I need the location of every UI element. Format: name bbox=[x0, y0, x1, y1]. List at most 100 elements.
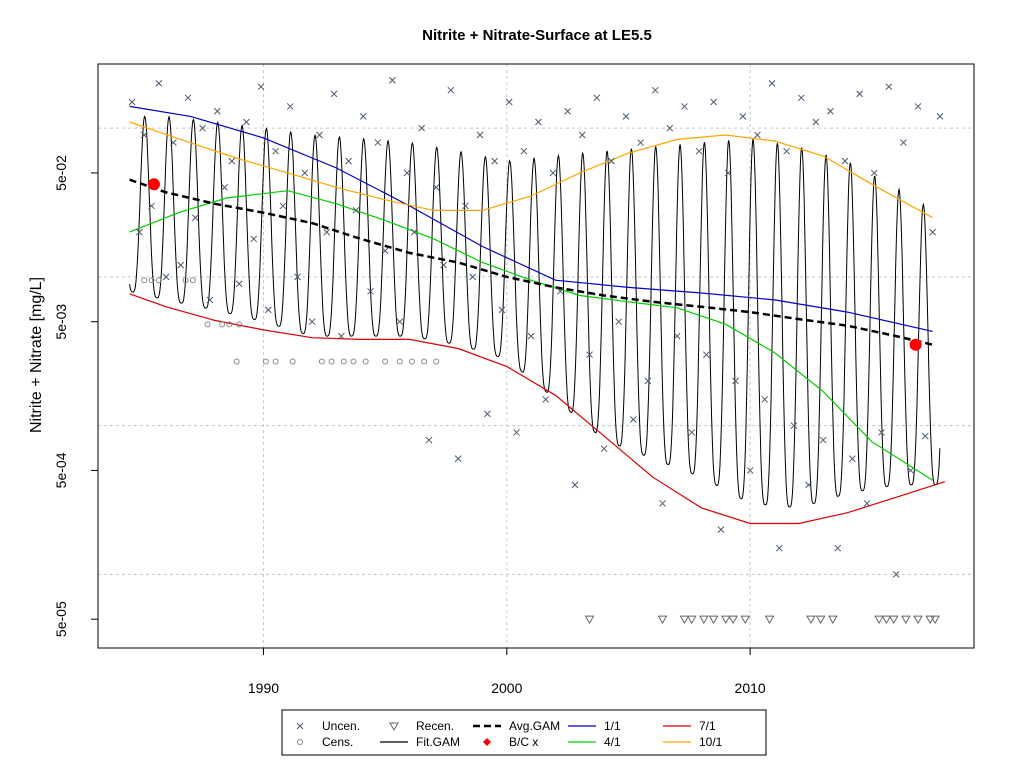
uncen-point bbox=[359, 113, 367, 120]
uncen-point bbox=[746, 467, 754, 474]
y-tick-label: 5e-04 bbox=[53, 452, 69, 488]
recen-point bbox=[901, 615, 911, 625]
uncen-point bbox=[673, 332, 681, 340]
series-layer bbox=[129, 105, 945, 525]
bc-point bbox=[909, 338, 922, 351]
uncen-point bbox=[761, 396, 769, 403]
x-tick-label: 2000 bbox=[491, 680, 522, 696]
uncen-point bbox=[301, 169, 309, 177]
uncen-point bbox=[323, 228, 331, 236]
uncen-point bbox=[352, 207, 360, 214]
cens-point bbox=[236, 321, 243, 328]
legend-label: 10/1 bbox=[699, 735, 723, 749]
uncen-point bbox=[403, 169, 411, 177]
x-tick-label: 1990 bbox=[248, 680, 279, 696]
uncen-point bbox=[469, 273, 477, 281]
series-10-1 bbox=[129, 121, 933, 219]
uncen-point bbox=[148, 202, 155, 210]
cens-point bbox=[382, 358, 389, 365]
recen-point bbox=[888, 615, 899, 625]
uncen-point bbox=[790, 422, 798, 430]
uncen-point bbox=[228, 157, 236, 165]
uncen-point bbox=[279, 202, 287, 210]
cens-point bbox=[289, 358, 296, 365]
cens-point bbox=[148, 277, 155, 284]
uncen-point bbox=[644, 377, 652, 385]
uncen-point bbox=[162, 273, 170, 281]
uncen-point bbox=[170, 139, 177, 146]
uncen-point bbox=[921, 432, 929, 440]
uncen-point bbox=[272, 147, 279, 155]
cens-point bbox=[362, 358, 369, 365]
uncen-point bbox=[213, 107, 221, 115]
y-tick-label: 5e-02 bbox=[53, 155, 69, 191]
cens-point bbox=[340, 358, 347, 365]
cens-point bbox=[141, 277, 148, 284]
uncen-point bbox=[914, 103, 922, 110]
recen-point bbox=[874, 615, 884, 625]
uncen-point bbox=[345, 157, 352, 165]
cens-point bbox=[155, 277, 162, 284]
uncen-point bbox=[724, 169, 732, 177]
recen-point bbox=[764, 615, 775, 625]
legend-label: 1/1 bbox=[604, 719, 621, 733]
cens-point bbox=[328, 358, 335, 365]
cens-point bbox=[189, 277, 196, 284]
uncen-point bbox=[812, 118, 820, 126]
uncen-point bbox=[206, 296, 214, 304]
legend-label: Uncen. bbox=[322, 719, 360, 733]
recen-point bbox=[925, 615, 936, 625]
grid bbox=[98, 64, 974, 648]
uncen-point bbox=[505, 98, 513, 106]
uncen-point bbox=[264, 306, 272, 314]
uncen-point bbox=[498, 306, 506, 314]
uncen-point bbox=[140, 131, 148, 139]
uncen-point bbox=[381, 247, 389, 255]
uncen-point bbox=[856, 90, 863, 98]
uncen-point bbox=[177, 261, 185, 269]
uncen-point bbox=[527, 332, 535, 340]
uncen-point bbox=[374, 139, 382, 146]
uncen-point bbox=[659, 500, 666, 507]
uncen-point bbox=[666, 124, 674, 132]
uncen-point bbox=[600, 445, 608, 453]
cens-point bbox=[182, 277, 189, 284]
uncen-point bbox=[797, 94, 805, 102]
axes: 1990 2000 2010 5e-05 5e-04 5e-03 5e-02 bbox=[53, 155, 766, 696]
uncen-point bbox=[571, 481, 579, 489]
recen-point bbox=[657, 615, 668, 625]
uncen-point bbox=[155, 80, 163, 87]
recen-point bbox=[699, 615, 709, 625]
legend-label: 7/1 bbox=[699, 719, 716, 733]
recen-point bbox=[720, 615, 731, 625]
cens-point bbox=[433, 358, 440, 365]
y-axis-label: Nitrite + Nitrate [mg/L] bbox=[28, 277, 45, 433]
uncen-point bbox=[367, 287, 374, 295]
uncen-point bbox=[316, 131, 323, 139]
uncen-point bbox=[702, 351, 710, 359]
uncen-point bbox=[637, 139, 644, 146]
recen-point bbox=[740, 615, 751, 625]
recen-point bbox=[930, 615, 940, 625]
uncen-point bbox=[695, 147, 703, 155]
uncen-point bbox=[564, 107, 571, 115]
uncen-point bbox=[337, 332, 345, 340]
cens-point bbox=[233, 358, 240, 365]
recen-point bbox=[679, 615, 690, 625]
recen-point bbox=[815, 615, 826, 625]
uncen-point bbox=[286, 103, 294, 110]
legend-label: 4/1 bbox=[604, 735, 621, 749]
uncen-point bbox=[651, 86, 659, 94]
uncen-point bbox=[294, 273, 301, 281]
legend-box bbox=[281, 709, 767, 756]
x-tick-label: 2010 bbox=[735, 680, 766, 696]
uncen-point bbox=[191, 214, 199, 222]
avg-gam-line bbox=[129, 178, 933, 346]
uncen-point bbox=[396, 318, 404, 326]
recen-point bbox=[686, 615, 697, 625]
uncen-point bbox=[885, 83, 893, 91]
uncen-point bbox=[863, 500, 871, 507]
uncen-point bbox=[447, 86, 455, 94]
uncen-point bbox=[834, 544, 842, 552]
cens-point bbox=[226, 321, 233, 328]
